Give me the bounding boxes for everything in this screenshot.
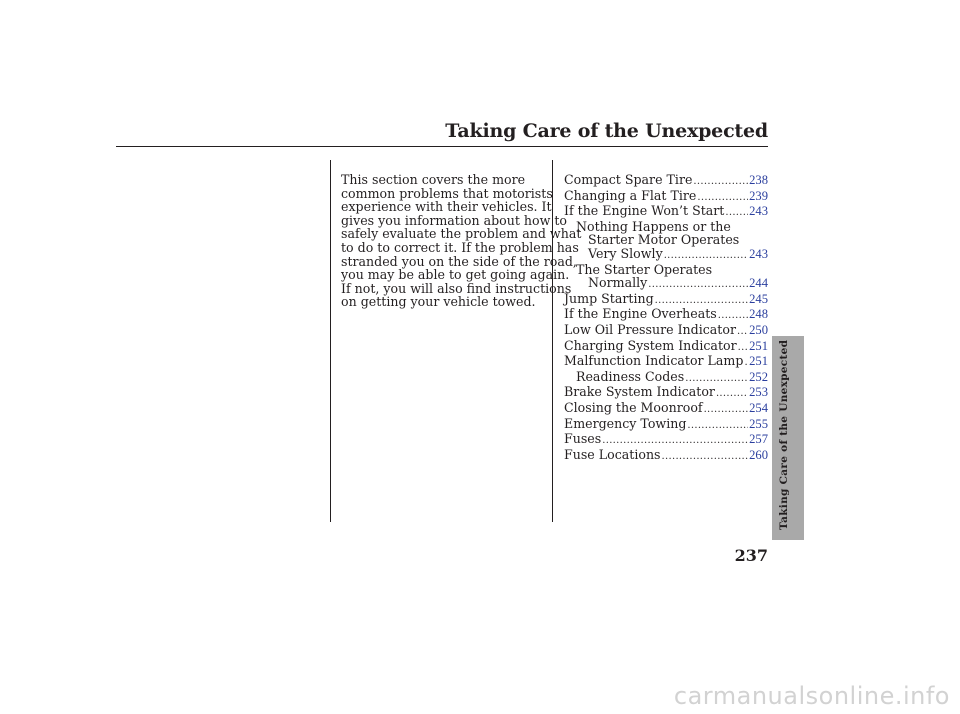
- page-number: 237: [734, 546, 768, 565]
- toc-label: Starter Motor Operates: [588, 232, 740, 248]
- toc-leader: ........................................…: [687, 419, 749, 431]
- toc-page-link[interactable]: 254: [749, 400, 768, 415]
- toc-leader: ........................................…: [744, 357, 748, 369]
- toc-label: Nothing Happens or the: [576, 218, 731, 234]
- toc-entry-emergency-towing[interactable]: Emergency Towing .......................…: [564, 415, 768, 433]
- toc-label: Fuse Locations: [564, 446, 661, 462]
- toc-leader: ........................................…: [685, 372, 748, 384]
- toc-entry-readiness-codes[interactable]: Readiness Codes ........................…: [564, 370, 768, 386]
- toc-page-link[interactable]: 244: [749, 276, 768, 291]
- toc-entry-changing-a-flat-tire[interactable]: Changing a Flat Tire ...................…: [564, 187, 768, 205]
- intro-line: on getting your vehicle towed.: [341, 294, 536, 310]
- toc-entry-brake-system[interactable]: Brake System Indicator .................…: [564, 385, 768, 401]
- intro-line: you may be able to get going again.: [341, 267, 570, 283]
- toc-page-link[interactable]: 243: [749, 246, 768, 261]
- toc-page-link[interactable]: 251: [749, 338, 768, 353]
- toc-leader: ........................................…: [693, 176, 748, 187]
- intro-line: If not, you will also find instructions: [341, 280, 572, 296]
- toc-leader: ........................................…: [663, 249, 748, 261]
- toc-entry-malfunction-indicator[interactable]: Malfunction Indicator Lamp .............…: [564, 354, 768, 370]
- toc-page-link[interactable]: 253: [749, 385, 768, 400]
- toc-page-link[interactable]: 248: [749, 307, 768, 322]
- toc-page-link[interactable]: 251: [749, 354, 768, 369]
- toc-entry-normally[interactable]: Normally ...............................…: [564, 276, 768, 292]
- toc-leader: ........................................…: [717, 310, 749, 322]
- toc-label: Charging System Indicator: [564, 337, 737, 353]
- toc-entry-fuse-locations[interactable]: Fuse Locations .........................…: [564, 448, 768, 464]
- toc-entry-compact-spare-tire[interactable]: Compact Spare Tire .....................…: [564, 173, 768, 189]
- toc-label: Malfunction Indicator Lamp: [564, 353, 744, 369]
- toc-entry-engine-wont-start[interactable]: If the Engine Won’t Start ..............…: [564, 204, 768, 220]
- toc-leader: ........................................…: [736, 325, 748, 337]
- toc-entry-charging-system[interactable]: Charging System Indicator ..............…: [564, 337, 768, 355]
- column-divider-left: [330, 160, 331, 522]
- header-rule: [116, 146, 768, 147]
- intro-line: safely evaluate the problem and what: [341, 226, 582, 242]
- toc-page-link[interactable]: 252: [749, 369, 768, 384]
- toc-page-link[interactable]: 243: [749, 204, 768, 219]
- toc-label: Changing a Flat Tire: [564, 187, 697, 203]
- toc-entry-engine-overheats[interactable]: If the Engine Overheats ................…: [564, 307, 768, 323]
- toc-label: Normally: [588, 275, 648, 291]
- toc-leader: ........................................…: [697, 191, 748, 203]
- intro-line: to do to correct it. If the problem has: [341, 239, 579, 255]
- toc-leader: ........................................…: [602, 435, 749, 447]
- toc-label: Brake System Indicator: [564, 384, 715, 400]
- section-tab-label: Taking Care of the Unexpected: [778, 339, 790, 530]
- table-of-contents: Compact Spare Tire .....................…: [564, 173, 768, 463]
- toc-leader: ........................................…: [703, 403, 749, 415]
- toc-page-link[interactable]: 250: [749, 322, 768, 337]
- toc-label: If the Engine Won’t Start: [564, 203, 725, 219]
- toc-label: Readiness Codes: [576, 368, 685, 384]
- page-title: Taking Care of the Unexpected: [445, 120, 768, 142]
- toc-leader: ........................................…: [648, 279, 748, 291]
- toc-label: Very Slowly: [588, 245, 663, 261]
- toc-entry-jump-starting[interactable]: Jump Starting ..........................…: [564, 292, 768, 308]
- toc-page-link[interactable]: 238: [749, 173, 768, 187]
- toc-entry-closing-moonroof[interactable]: Closing the Moonroof ...................…: [564, 401, 768, 417]
- toc-entry-fuses[interactable]: Fuses ..................................…: [564, 432, 768, 448]
- toc-page-link[interactable]: 245: [749, 291, 768, 306]
- toc-page-link[interactable]: 260: [749, 447, 768, 462]
- toc-label: The Starter Operates: [576, 261, 713, 277]
- toc-entry-low-oil-pressure[interactable]: Low Oil Pressure Indicator .............…: [564, 323, 768, 339]
- intro-line: stranded you on the side of the road,: [341, 253, 577, 269]
- toc-entry-very-slowly[interactable]: Very Slowly ............................…: [564, 247, 768, 263]
- toc-label: Compact Spare Tire: [564, 172, 693, 187]
- toc-label: Emergency Towing: [564, 415, 687, 431]
- toc-leader: ........................................…: [737, 341, 749, 353]
- intro-line: common problems that motorists: [341, 185, 553, 201]
- toc-label: Closing the Moonroof: [564, 399, 703, 415]
- toc-page-link[interactable]: 257: [749, 432, 768, 447]
- toc-leader: ........................................…: [725, 207, 748, 219]
- intro-line: experience with their vehicles. It: [341, 199, 552, 215]
- intro-line: This section covers the more: [341, 172, 526, 187]
- intro-line: gives you information about how to: [341, 212, 568, 228]
- watermark: carmanualsonline.info: [673, 682, 950, 710]
- toc-label: Fuses: [564, 431, 602, 447]
- toc-leader: ........................................…: [715, 388, 748, 400]
- column-divider-right: [552, 160, 553, 522]
- toc-page-link[interactable]: 255: [749, 416, 768, 431]
- toc-label: Low Oil Pressure Indicator: [564, 321, 736, 337]
- toc-page-link[interactable]: 239: [749, 188, 768, 203]
- section-tab[interactable]: [772, 336, 804, 540]
- toc-leader: ........................................…: [661, 450, 749, 462]
- toc-label: Jump Starting: [564, 290, 654, 306]
- toc-leader: ........................................…: [654, 294, 749, 306]
- toc-label: If the Engine Overheats: [564, 306, 717, 322]
- intro-paragraph: This section covers the more common prob…: [341, 172, 582, 310]
